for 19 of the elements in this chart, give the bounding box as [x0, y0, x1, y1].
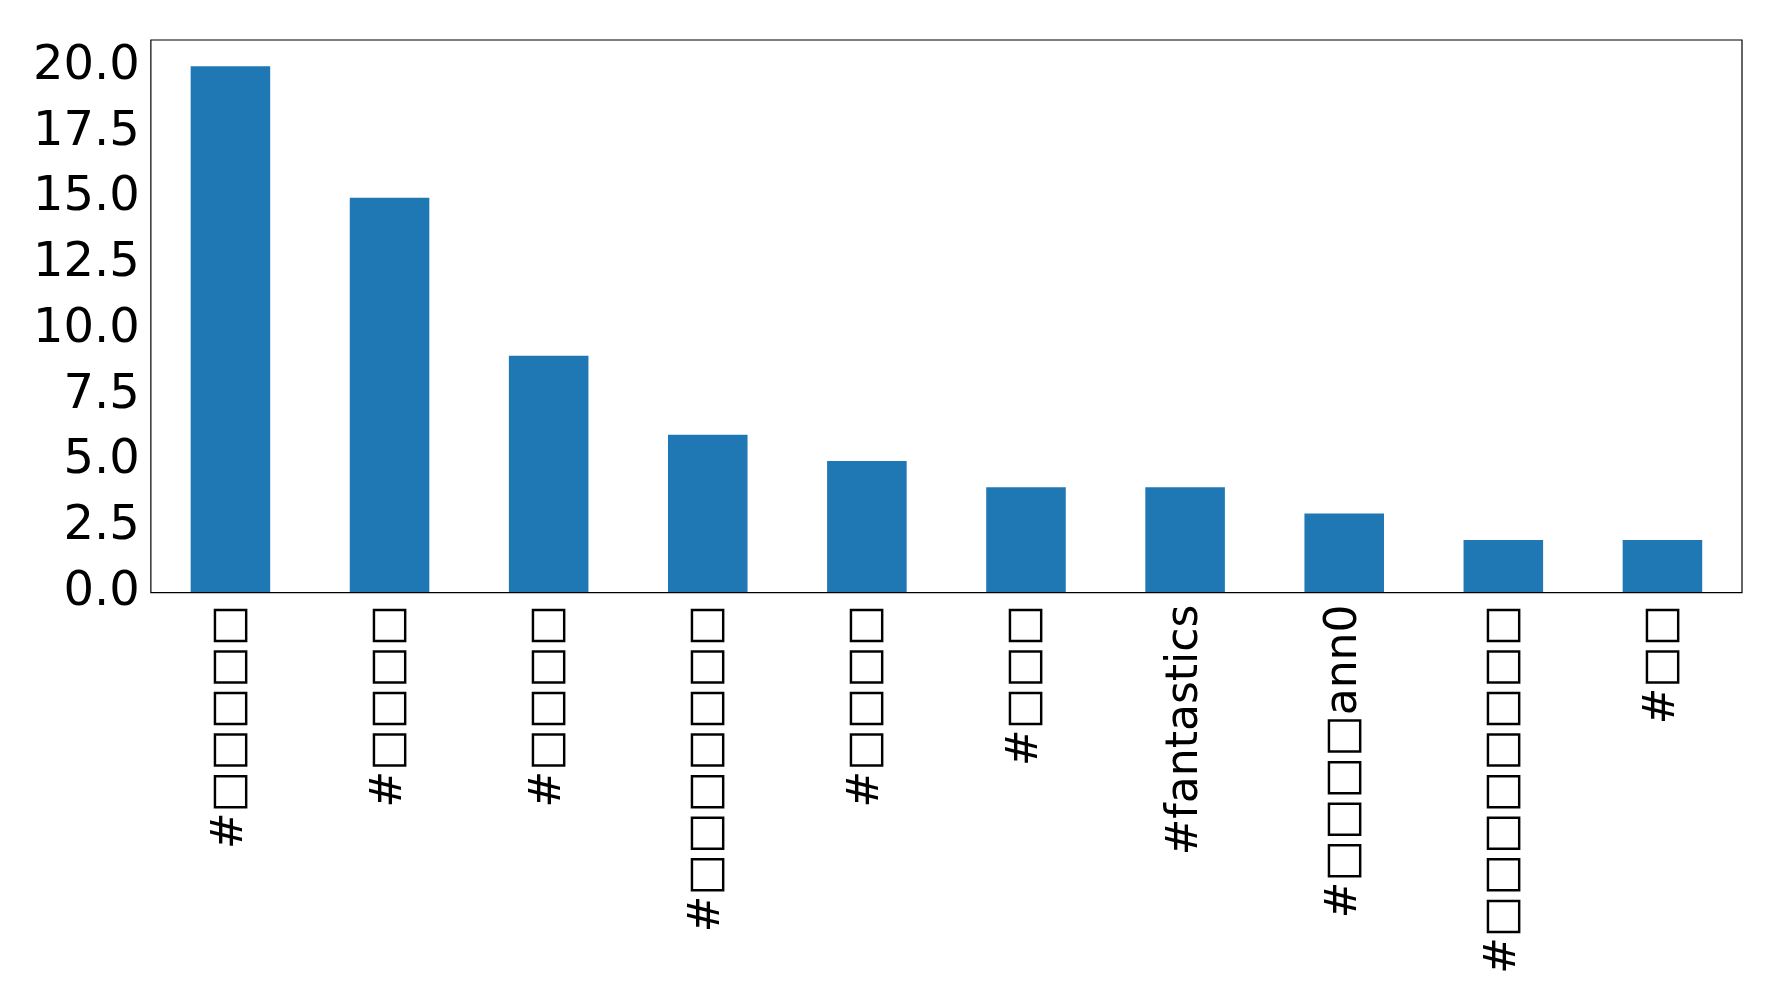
- x-tick-label: #□□□: [996, 604, 1048, 767]
- y-tick-label: 20.0: [33, 33, 140, 90]
- x-tick-label: #□□: [1632, 604, 1684, 725]
- y-tick-label: 15.0: [33, 165, 140, 222]
- y-tick-label: 17.5: [33, 99, 140, 156]
- x-tick-label: #□□□□: [837, 604, 889, 808]
- y-tick-label: 12.5: [33, 231, 140, 288]
- y-tick-label: 0.0: [63, 560, 140, 617]
- x-tick-label: #fantastics: [1155, 604, 1207, 856]
- x-tick-label: #□□□□□□□: [678, 604, 730, 933]
- x-tick-label: #□□□□ann0: [1314, 604, 1366, 919]
- y-tick-label: 10.0: [33, 296, 140, 353]
- x-tick-label: #□□□□: [359, 604, 411, 808]
- x-tick-label: #□□□□□□□□: [1473, 604, 1525, 975]
- x-tick-label: #□□□□□: [200, 604, 252, 850]
- y-tick-label: 7.5: [63, 362, 140, 419]
- y-tick-label: 2.5: [63, 494, 140, 551]
- y-tick-label: 5.0: [63, 428, 140, 485]
- x-tick-label: #□□□□: [519, 604, 571, 808]
